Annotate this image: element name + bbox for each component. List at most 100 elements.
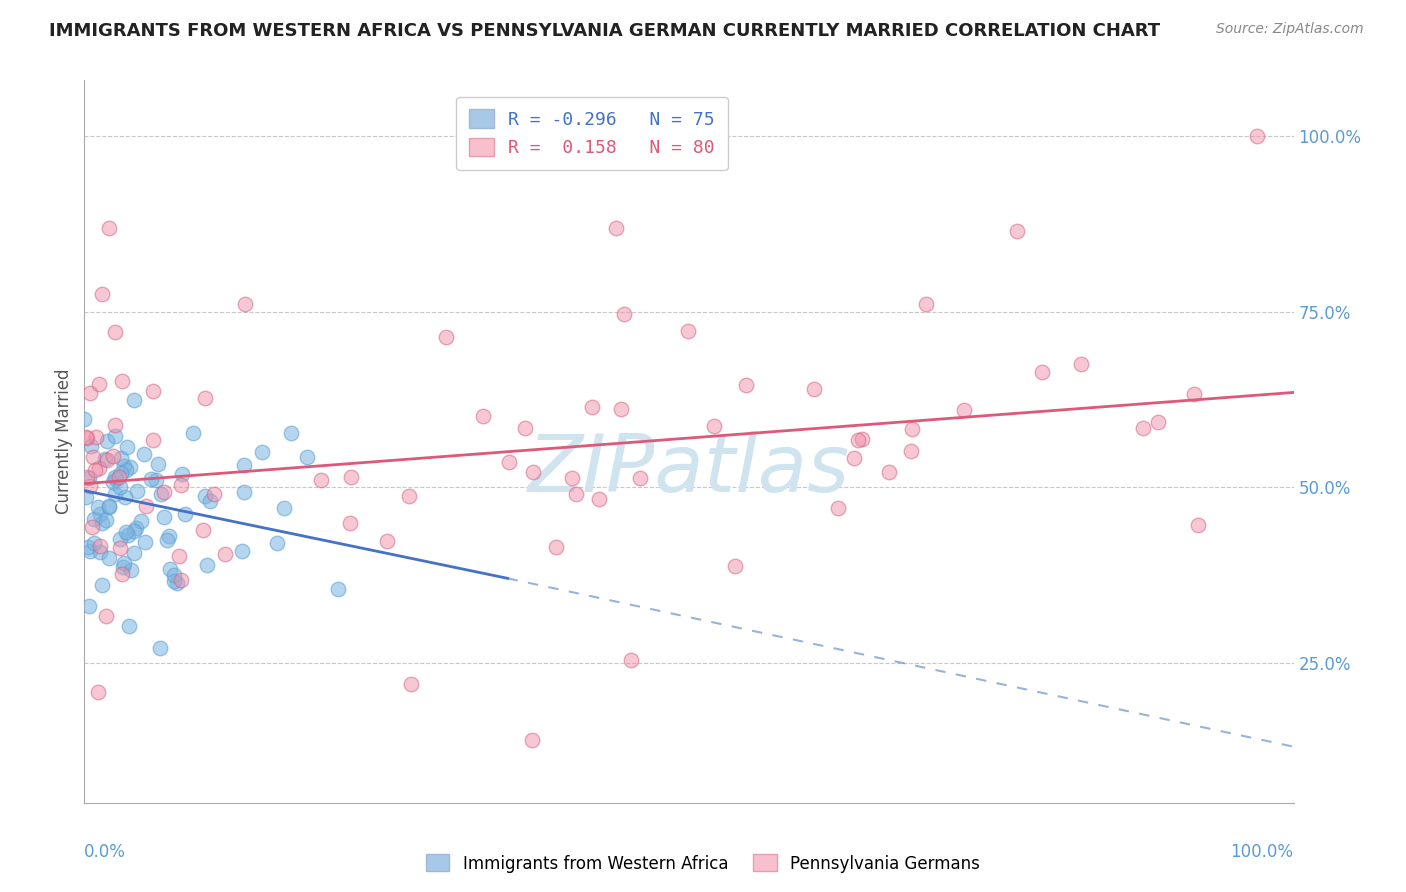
Point [122,393,145,408]
Point [273,501,295,516]
Point [114,524,136,539]
Point [620,653,643,667]
Point [115,440,138,454]
Point [194,391,217,405]
Point [125,521,148,535]
Point [94,452,117,467]
Point [108,541,131,555]
Point [129,514,152,528]
Point [141,472,163,486]
Point [561,471,583,485]
Point [77,541,100,555]
Point [703,419,725,434]
Point [546,540,568,554]
Point [115,463,138,477]
Point [167,549,190,564]
Point [132,447,155,461]
Point [110,466,132,480]
Point [202,486,225,500]
Point [1187,518,1209,533]
Point [111,560,134,574]
Point [628,471,651,485]
Point [75,430,97,444]
Point [232,458,254,473]
Point [610,402,633,417]
Point [76,431,98,445]
Point [252,445,274,459]
Point [159,562,181,576]
Point [827,500,849,515]
Point [328,582,350,596]
Point [79,479,101,493]
Point [723,558,745,573]
Point [84,463,107,477]
Point [122,545,145,559]
Point [89,539,111,553]
Point [613,307,636,321]
Point [375,533,398,548]
Point [96,434,118,448]
Point [97,500,120,514]
Point [90,286,112,301]
Point [84,430,107,444]
Point [1031,365,1053,379]
Point [103,449,125,463]
Point [198,494,221,508]
Point [110,451,132,466]
Point [96,453,118,467]
Point [877,465,900,479]
Point [146,457,169,471]
Point [108,470,131,484]
Point [134,535,156,549]
Point [97,220,120,235]
Point [605,220,627,235]
Legend: R = -0.296   N = 75, R =  0.158   N = 80: R = -0.296 N = 75, R = 0.158 N = 80 [456,96,728,169]
Point [174,507,197,521]
Point [112,458,135,473]
Point [588,492,610,507]
Point [104,487,127,501]
Y-axis label: Currently Married: Currently Married [55,368,73,515]
Point [108,479,131,493]
Point [842,450,865,465]
Point [1005,224,1028,238]
Point [104,429,127,443]
Point [108,532,131,546]
Point [94,609,117,624]
Point [170,573,193,587]
Point [142,433,165,447]
Point [1132,421,1154,435]
Point [80,519,103,533]
Point [953,403,976,417]
Point [127,484,149,499]
Point [266,536,288,550]
Point [104,417,127,432]
Point [194,489,217,503]
Point [91,578,114,592]
Point [1182,386,1205,401]
Point [142,384,165,398]
Point [520,732,543,747]
Point [114,556,136,570]
Point [181,425,204,440]
Point [89,545,111,559]
Point [434,330,457,344]
Point [191,523,214,537]
Point [163,574,186,589]
Point [86,500,108,515]
Point [149,487,172,501]
Point [89,507,111,521]
Point [900,444,922,458]
Text: Source: ZipAtlas.com: Source: ZipAtlas.com [1216,22,1364,37]
Point [97,500,120,514]
Point [803,382,825,396]
Point [901,422,924,436]
Point [75,490,97,504]
Point [76,470,98,484]
Point [231,544,253,558]
Point [280,426,302,441]
Point [472,409,495,424]
Point [1246,129,1268,144]
Legend: Immigrants from Western Africa, Pennsylvania Germans: Immigrants from Western Africa, Pennsylv… [419,847,987,880]
Text: ZIPatlas: ZIPatlas [527,432,851,509]
